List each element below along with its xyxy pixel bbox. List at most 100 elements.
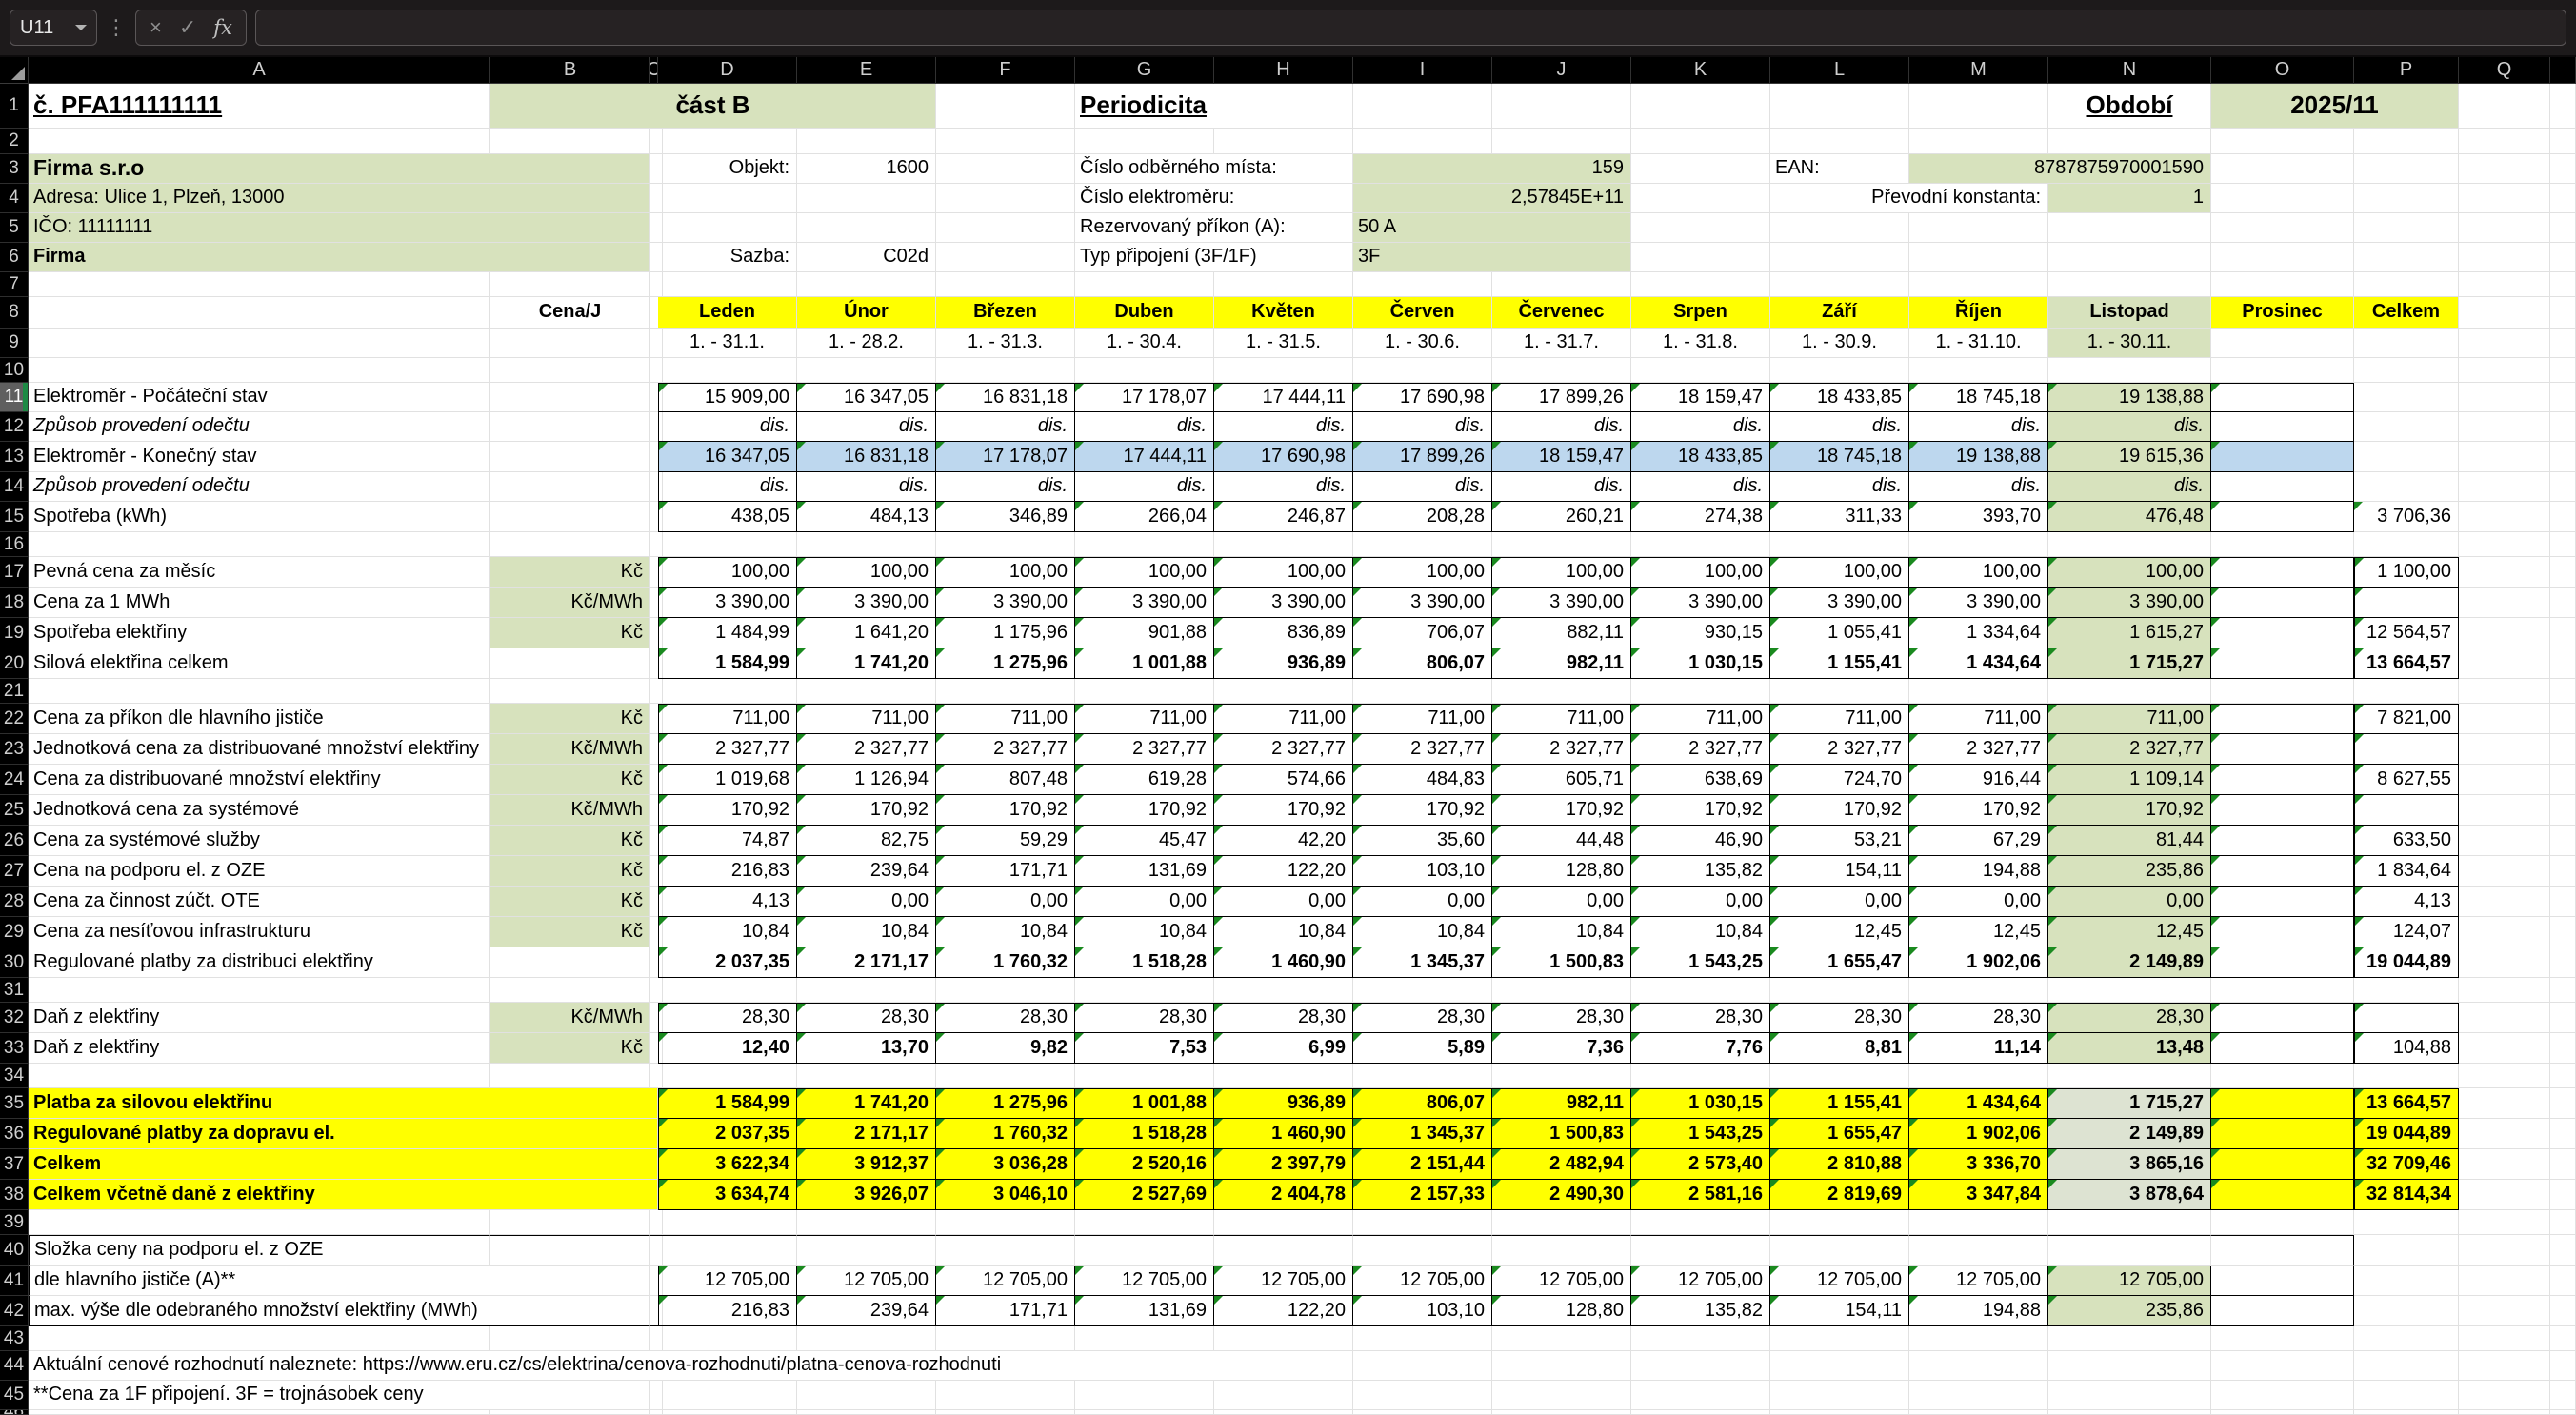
cell-I40[interactable] [1353,1235,1492,1266]
cell-E6[interactable]: C02d [797,243,936,272]
cell-R23[interactable] [2550,734,2576,765]
cell-N8[interactable]: Listopad [2048,297,2211,329]
cell-M5[interactable] [1909,213,2048,243]
cell-J46[interactable] [1492,1410,1631,1415]
formula-input[interactable] [254,10,2566,46]
cell-O16[interactable] [2211,532,2354,557]
cell-N2[interactable] [2048,129,2211,154]
cell-H43[interactable] [1214,1326,1353,1351]
row-header-42[interactable]: 42 [0,1296,29,1326]
cell-L25[interactable]: 170,92 [1770,795,1909,826]
cell-B33[interactable]: Kč [490,1033,650,1064]
cell-I33[interactable]: 5,89 [1353,1033,1492,1064]
cell-K41[interactable]: 12 705,00 [1631,1266,1770,1296]
cell-P45[interactable] [2354,1381,2459,1410]
cell-R30[interactable] [2550,947,2576,978]
row-header-8[interactable]: 8 [0,297,29,329]
cell-G35[interactable]: 1 001,88 [1075,1088,1214,1119]
cell-G23[interactable]: 2 327,77 [1075,734,1214,765]
cell-B25[interactable]: Kč/MWh [490,795,650,826]
cell-G37[interactable]: 2 520,16 [1075,1149,1214,1180]
cell-A33[interactable]: Daň z elektřiny [29,1033,490,1064]
cell-F30[interactable]: 1 760,32 [936,947,1075,978]
cell-P9[interactable] [2354,329,2459,358]
cell-H36[interactable]: 1 460,90 [1214,1119,1353,1149]
cell-N30[interactable]: 2 149,89 [2048,947,2211,978]
cell-J2[interactable] [1492,129,1631,154]
cell-J35[interactable]: 982,11 [1492,1088,1631,1119]
cell-R43[interactable] [2550,1326,2576,1351]
cell-H26[interactable]: 42,20 [1214,826,1353,856]
cell-R1[interactable] [2550,84,2576,129]
cell-G16[interactable] [1075,532,1214,557]
cell-D3[interactable]: Objekt: [658,154,797,184]
cell-E14[interactable]: dis. [797,472,936,502]
cell-J39[interactable] [1492,1210,1631,1235]
cell-Q10[interactable] [2459,358,2550,383]
cell-C41[interactable] [650,1266,663,1296]
column-header-M[interactable]: M [1909,57,2048,84]
cell-B39[interactable] [490,1210,650,1235]
cell-N20[interactable]: 1 715,27 [2048,648,2211,679]
cell-H7[interactable] [1214,272,1353,297]
cell-N23[interactable]: 2 327,77 [2048,734,2211,765]
cell-R44[interactable] [2550,1351,2576,1381]
row-header-26[interactable]: 26 [0,826,29,856]
cell-P5[interactable] [2354,213,2459,243]
cell-D19[interactable]: 1 484,99 [658,618,797,648]
cell-E23[interactable]: 2 327,77 [797,734,936,765]
cell-K9[interactable]: 1. - 31.8. [1631,329,1770,358]
cell-N24[interactable]: 1 109,14 [2048,765,2211,795]
cell-D7[interactable] [658,272,797,297]
cell-M27[interactable]: 194,88 [1909,856,2048,887]
cell-B10[interactable] [490,358,650,383]
column-header-F[interactable]: F [936,57,1075,84]
cell-H10[interactable] [1214,358,1353,383]
cell-E4[interactable] [797,184,936,213]
cell-B24[interactable]: Kč [490,765,650,795]
cell-C39[interactable] [650,1210,663,1235]
cell-Q32[interactable] [2459,1003,2550,1033]
column-header-K[interactable]: K [1631,57,1770,84]
cell-E10[interactable] [797,358,936,383]
row-header-11[interactable]: 11 [0,383,29,412]
column-header-N[interactable]: N [2048,57,2211,84]
cell-P29[interactable]: 124,07 [2354,917,2459,947]
cell-I26[interactable]: 35,60 [1353,826,1492,856]
cell-H24[interactable]: 574,66 [1214,765,1353,795]
cell-A46[interactable] [29,1410,490,1415]
cell-E27[interactable]: 239,64 [797,856,936,887]
cell-O19[interactable] [2211,618,2354,648]
cell-I43[interactable] [1353,1326,1492,1351]
cell-M13[interactable]: 19 138,88 [1909,442,2048,472]
row-header-12[interactable]: 12 [0,412,29,442]
cell-Q27[interactable] [2459,856,2550,887]
cell-I34[interactable] [1353,1064,1492,1088]
cell-F24[interactable]: 807,48 [936,765,1075,795]
cell-D45[interactable] [658,1381,797,1410]
cell-G46[interactable] [1075,1410,1214,1415]
row-header-4[interactable]: 4 [0,184,29,213]
cell-C40[interactable] [650,1235,663,1266]
cell-H14[interactable]: dis. [1214,472,1353,502]
cell-E24[interactable]: 1 126,94 [797,765,936,795]
cell-I30[interactable]: 1 345,37 [1353,947,1492,978]
cell-N32[interactable]: 28,30 [2048,1003,2211,1033]
cell-H27[interactable]: 122,20 [1214,856,1353,887]
cell-Q23[interactable] [2459,734,2550,765]
cell-H19[interactable]: 836,89 [1214,618,1353,648]
cell-B16[interactable] [490,532,650,557]
cell-L34[interactable] [1770,1064,1909,1088]
cell-E26[interactable]: 82,75 [797,826,936,856]
cancel-icon[interactable]: × [150,15,162,39]
cell-C6[interactable] [650,243,663,272]
cell-Q38[interactable] [2459,1180,2550,1210]
cell-I37[interactable]: 2 151,44 [1353,1149,1492,1180]
cell-G24[interactable]: 619,28 [1075,765,1214,795]
cell-N1[interactable]: Období [2048,84,2211,129]
cell-R13[interactable] [2550,442,2576,472]
cell-A38[interactable]: Celkem včetně daně z elektřiny [29,1180,658,1210]
cell-E12[interactable]: dis. [797,412,936,442]
cell-L41[interactable]: 12 705,00 [1770,1266,1909,1296]
cell-R8[interactable] [2550,297,2576,329]
